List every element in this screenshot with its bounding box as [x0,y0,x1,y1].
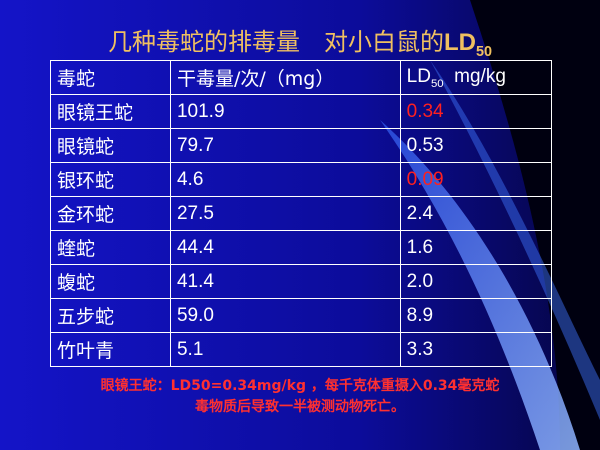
table-cell: 59.0 [169,298,401,333]
header-cell: LD50 mg/kg [399,60,553,95]
table-cell: 8.9 [399,298,553,333]
table-cell: 41.4 [169,264,401,299]
table-row: 眼镜蛇 79.7 0.53 [50,128,553,163]
slide-title: 几种毒蛇的排毒量 对小白鼠的LD50 [0,22,600,60]
table-cell: 1.6 [399,230,553,265]
table-cell: 金环蛇 [50,196,171,231]
table-row: 金环蛇 27.5 2.4 [50,196,553,231]
table-row: 眼镜王蛇 101.9 0.34 [50,94,553,129]
table-cell: 竹叶青 [50,332,171,367]
table-cell: 79.7 [169,128,401,163]
table-cell: 0.09 [399,162,553,197]
data-table: 毒蛇 干毒量/次/（mg） LD50 mg/kg 眼镜王蛇 101.9 0.34 眼镜蛇 7… [50,60,553,367]
table-cell: 27.5 [169,196,401,231]
table-row: 竹叶青 5.1 3.3 [50,332,553,367]
header-row: 毒蛇 干毒量/次/（mg） LD50 mg/kg [50,60,553,95]
table-row: 蝮蛇 41.4 2.0 [50,264,553,299]
footnote: 眼镜王蛇：LD50=0.34mg/kg ，每千克体重摄入0.34毫克蛇 毒物质后导… [0,376,600,418]
footnote-line: 毒物质后导致一半被测动物死亡。 [195,399,405,415]
header-cell: 毒蛇 [50,60,171,95]
table-cell: 0.53 [399,128,553,163]
table-cell: 2.0 [399,264,553,299]
title-text: 几种毒蛇的排毒量 对小白鼠的 [107,28,444,56]
table-cell: 蝰蛇 [50,230,171,265]
table-row: 蝰蛇 44.4 1.6 [50,230,553,265]
table-cell: 5.1 [169,332,401,367]
table-cell: 44.4 [169,230,401,265]
table-cell: 蝮蛇 [50,264,171,299]
title-latin: LD [443,29,476,56]
table-row: 银环蛇 4.6 0.09 [50,162,553,197]
header-text: LD [406,65,431,87]
header-subscript: 50 [430,77,444,90]
title-subscript: 50 [475,43,492,60]
table-cell: 五步蛇 [50,298,171,333]
header-text: mg/kg [443,65,506,87]
header-cell: 干毒量/次/（mg） [169,60,401,95]
table-row: 五步蛇 59.0 8.9 [50,298,553,333]
table-cell: 眼镜蛇 [50,128,171,163]
footnote-line: 眼镜王蛇：LD50=0.34mg/kg ，每千克体重摄入0.34毫克蛇 [100,378,500,394]
table-cell: 101.9 [169,94,401,129]
table-cell: 0.34 [399,94,553,129]
table-body: 眼镜王蛇 101.9 0.34 眼镜蛇 79.7 0.53 银环蛇 4.6 0.09 金环蛇 27.… [50,94,553,367]
table-cell: 3.3 [399,332,553,367]
table-cell: 银环蛇 [50,162,171,197]
table-cell: 眼镜王蛇 [50,94,171,129]
table-cell: 4.6 [169,162,401,197]
table-cell: 2.4 [399,196,553,231]
